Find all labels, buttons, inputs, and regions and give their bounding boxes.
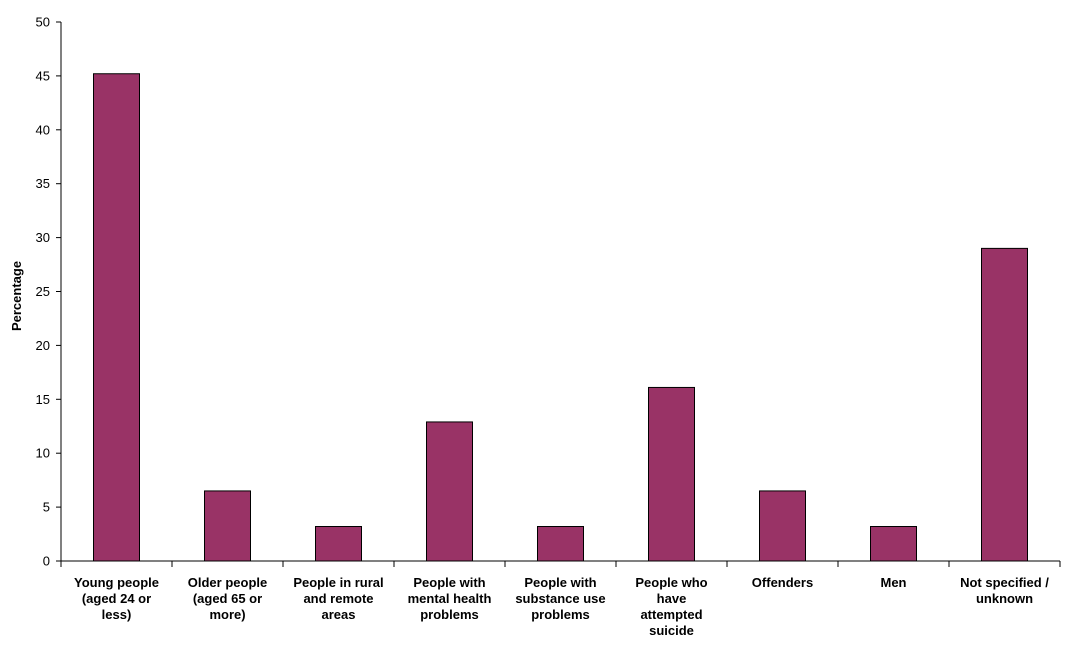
- bar: [870, 526, 917, 562]
- x-category-label-line: Not specified /: [960, 575, 1049, 590]
- bar: [537, 526, 584, 562]
- bar: [315, 526, 362, 562]
- x-category-label: Not specified / unknown: [960, 575, 1049, 606]
- x-category-label: Young people (aged 24 or less): [74, 575, 159, 622]
- y-tick-label: 15: [36, 392, 50, 407]
- x-category-label-line: attempted: [640, 607, 702, 622]
- x-category-label-line: Young people: [74, 575, 159, 590]
- bar: [981, 247, 1028, 562]
- x-category-label-line: areas: [322, 607, 356, 622]
- x-category-label-line: less): [102, 607, 132, 622]
- x-category-label: People in rural and remote areas: [293, 575, 383, 622]
- x-category-label-line: Men: [881, 575, 907, 590]
- x-category-label: Older people (aged 65 or more): [188, 575, 267, 622]
- bar: [759, 490, 806, 562]
- x-category-label-line: and remote: [303, 591, 373, 606]
- y-tick-label: 30: [36, 230, 50, 245]
- x-category-label-line: Offenders: [752, 575, 813, 590]
- x-category-label: People with substance use problems: [515, 575, 605, 622]
- y-tick-label: 20: [36, 338, 50, 353]
- y-tick-label: 35: [36, 176, 50, 191]
- x-category-label: People with mental health problems: [408, 575, 492, 622]
- x-category-label-line: more): [209, 607, 245, 622]
- x-category-label-line: unknown: [976, 591, 1033, 606]
- x-category-label-line: People in rural: [293, 575, 383, 590]
- x-category-label: People who have attempted suicide: [635, 575, 707, 638]
- y-tick-label: 25: [36, 284, 50, 299]
- y-tick-label: 40: [36, 122, 50, 137]
- bar: [204, 490, 251, 562]
- x-category-label-line: People who: [635, 575, 707, 590]
- bar: [426, 421, 473, 562]
- y-axis-label: Percentage: [9, 261, 24, 331]
- x-category-label-line: Older people: [188, 575, 267, 590]
- x-category-label-line: People with: [524, 575, 596, 590]
- x-category-label-line: People with: [413, 575, 485, 590]
- bar: [648, 386, 695, 562]
- x-category-label-line: suicide: [649, 623, 694, 638]
- y-tick-label: 45: [36, 68, 50, 83]
- x-category-label: Offenders: [752, 575, 813, 590]
- y-tick-label: 0: [43, 554, 50, 569]
- x-category-label-line: problems: [420, 607, 479, 622]
- x-category-label-line: (aged 24 or: [82, 591, 151, 606]
- y-tick-label: 5: [43, 500, 50, 515]
- x-category-label-line: mental health: [408, 591, 492, 606]
- bar: [93, 73, 140, 562]
- x-category-label: Men: [881, 575, 907, 590]
- y-tick-label: 10: [36, 446, 50, 461]
- y-tick-label: 50: [36, 15, 50, 30]
- x-category-label-line: (aged 65 or: [193, 591, 262, 606]
- x-category-label-line: have: [657, 591, 687, 606]
- x-category-label-line: substance use: [515, 591, 605, 606]
- x-category-label-line: problems: [531, 607, 590, 622]
